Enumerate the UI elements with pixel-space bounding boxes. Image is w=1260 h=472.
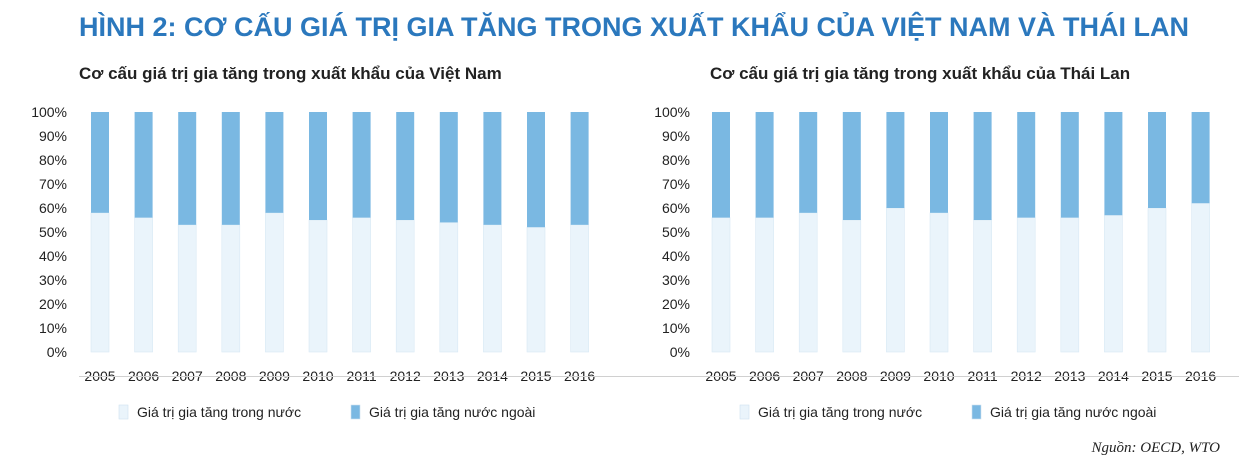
bar-foreign-2013 — [439, 112, 458, 223]
y-tick-label: 60% — [39, 200, 67, 216]
bar-domestic-2009 — [265, 212, 284, 353]
y-tick-label: 50% — [662, 224, 690, 240]
chart-title: Cơ cấu giá trị gia tăng trong xuất khẩu … — [710, 64, 1131, 83]
bar-foreign-2005 — [712, 112, 730, 218]
bar-foreign-2006 — [134, 112, 153, 218]
bar-domestic-2012 — [395, 219, 415, 353]
chart-vietnam: Cơ cấu giá trị gia tăng trong xuất khẩu … — [31, 60, 689, 430]
y-tick-label: 20% — [662, 296, 690, 312]
bar-foreign-2007 — [178, 112, 197, 225]
bar-foreign-2014 — [483, 112, 502, 225]
chart-thailand-svg: 0%10%20%30%40%50%60%70%80%90%100%2005 200… — [654, 104, 1216, 420]
bar-domestic-2006 — [134, 217, 153, 353]
y-tick-label: 10% — [39, 320, 67, 336]
bar-domestic-2006 — [755, 217, 774, 353]
y-tick-label: 40% — [39, 248, 67, 264]
legend-swatch — [350, 404, 361, 420]
bar-domestic-2014 — [1104, 214, 1123, 353]
bar-domestic-2005 — [711, 217, 731, 353]
y-tick-label: 70% — [662, 176, 690, 192]
y-tick-label: 100% — [31, 104, 67, 120]
bar-domestic-2008 — [842, 219, 862, 353]
bar-foreign-2010 — [930, 112, 948, 213]
bar-foreign-2011 — [973, 112, 992, 220]
bar-foreign-2007 — [799, 112, 818, 213]
page-title: HÌNH 2: CƠ CẤU GIÁ TRỊ GIA TĂNG TRONG XU… — [79, 12, 1190, 42]
bar-domestic-2009 — [886, 207, 905, 353]
bar-domestic-2010 — [929, 212, 949, 353]
chart-thailand: Cơ cấu giá trị gia tăng trong xuất khẩu … — [654, 60, 1260, 430]
legend-label: Giá trị gia tăng nước ngoài — [369, 404, 535, 420]
bar-domestic-2007 — [177, 224, 197, 353]
bar-foreign-2008 — [221, 112, 240, 225]
footer-divider — [79, 376, 1239, 377]
bar-foreign-2009 — [265, 112, 284, 213]
bar-domestic-2008 — [221, 224, 241, 353]
bar-domestic-2012 — [1016, 217, 1036, 353]
bar-domestic-2014 — [483, 224, 502, 353]
y-tick-label: 60% — [662, 200, 690, 216]
y-tick-label: 80% — [662, 152, 690, 168]
bar-foreign-2014 — [1104, 112, 1123, 216]
plot-group: 0%10%20%30%40%50%60%70%80%90%100%2005 200… — [654, 104, 1216, 420]
legend-label: Giá trị gia tăng trong nước — [758, 404, 922, 420]
bar-domestic-2011 — [973, 219, 992, 353]
bar-foreign-2006 — [755, 112, 774, 218]
bar-foreign-2013 — [1060, 112, 1079, 218]
legend-swatch — [739, 404, 750, 420]
bar-domestic-2011 — [352, 217, 371, 353]
plot-group: 0%10%20%30%40%50%60%70%80%90%100%2005 200… — [31, 104, 595, 420]
bar-foreign-2010 — [309, 112, 327, 220]
bar-foreign-2015 — [1148, 112, 1166, 208]
bar-domestic-2013 — [1060, 217, 1080, 353]
bar-foreign-2009 — [886, 112, 905, 208]
y-tick-label: 10% — [662, 320, 690, 336]
legend-swatch — [118, 404, 129, 420]
bar-foreign-2011 — [352, 112, 371, 218]
bar-foreign-2005 — [91, 112, 109, 213]
y-tick-label: 50% — [39, 224, 67, 240]
bar-foreign-2012 — [1017, 112, 1036, 218]
bar-foreign-2015 — [527, 112, 545, 228]
bar-foreign-2016 — [1191, 112, 1210, 204]
bar-foreign-2016 — [570, 112, 589, 225]
source-note: Nguồn: OECD, WTO — [1091, 440, 1220, 456]
y-tick-label: 0% — [47, 344, 67, 360]
y-tick-label: 70% — [39, 176, 67, 192]
bar-foreign-2012 — [396, 112, 415, 220]
legend-label: Giá trị gia tăng trong nước — [137, 404, 301, 420]
bar-foreign-2008 — [842, 112, 861, 220]
bar-domestic-2013 — [439, 222, 459, 353]
bar-domestic-2010 — [308, 219, 328, 353]
y-tick-label: 30% — [39, 272, 67, 288]
y-tick-label: 0% — [670, 344, 690, 360]
chart-title: Cơ cấu giá trị gia tăng trong xuất khẩu … — [79, 64, 502, 83]
y-tick-label: 100% — [654, 104, 690, 120]
bar-domestic-2005 — [90, 212, 110, 353]
y-tick-label: 20% — [39, 296, 67, 312]
y-tick-label: 40% — [662, 248, 690, 264]
legend-swatch — [971, 404, 982, 420]
bar-domestic-2015 — [526, 226, 546, 353]
y-tick-label: 90% — [39, 128, 67, 144]
bar-domestic-2016 — [1191, 202, 1210, 353]
chart-vietnam-svg: 0%10%20%30%40%50%60%70%80%90%100%2005 200… — [31, 104, 595, 420]
bar-domestic-2007 — [798, 212, 818, 353]
y-tick-label: 30% — [662, 272, 690, 288]
bar-domestic-2015 — [1147, 207, 1167, 353]
y-tick-label: 90% — [662, 128, 690, 144]
y-tick-label: 80% — [39, 152, 67, 168]
legend-label: Giá trị gia tăng nước ngoài — [990, 404, 1156, 420]
bar-domestic-2016 — [570, 224, 589, 353]
